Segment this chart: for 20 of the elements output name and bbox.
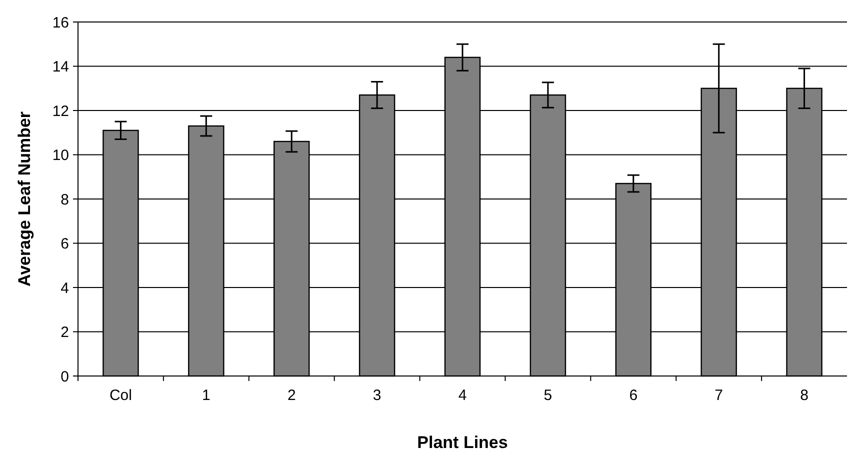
x-tick-label: 6 (629, 387, 638, 404)
y-tick-label: 10 (52, 147, 69, 164)
y-tick-label: 0 (60, 368, 69, 386)
y-tick-label: 8 (60, 191, 69, 208)
x-tick-label: 3 (372, 387, 382, 404)
y-tick-label: 16 (52, 14, 69, 32)
x-tick-label: 4 (458, 387, 467, 404)
y-tick-label: 6 (60, 236, 69, 252)
y-tick-label: 14 (52, 58, 69, 76)
x-tick-label: 8 (800, 387, 808, 404)
y-axis-title: Average Leaf Number (15, 111, 34, 287)
x-tick-label: 2 (287, 387, 296, 404)
y-tick-label: 12 (52, 102, 69, 120)
y-tick-label: 4 (60, 280, 69, 297)
x-tick-label: 7 (714, 387, 724, 404)
y-tick-label: 2 (60, 324, 69, 341)
x-tick-label: 5 (544, 387, 552, 404)
x-tick-label: Col (109, 387, 132, 404)
x-axis-title: Plant Lines (417, 433, 508, 452)
x-tick-label: 1 (202, 387, 210, 404)
